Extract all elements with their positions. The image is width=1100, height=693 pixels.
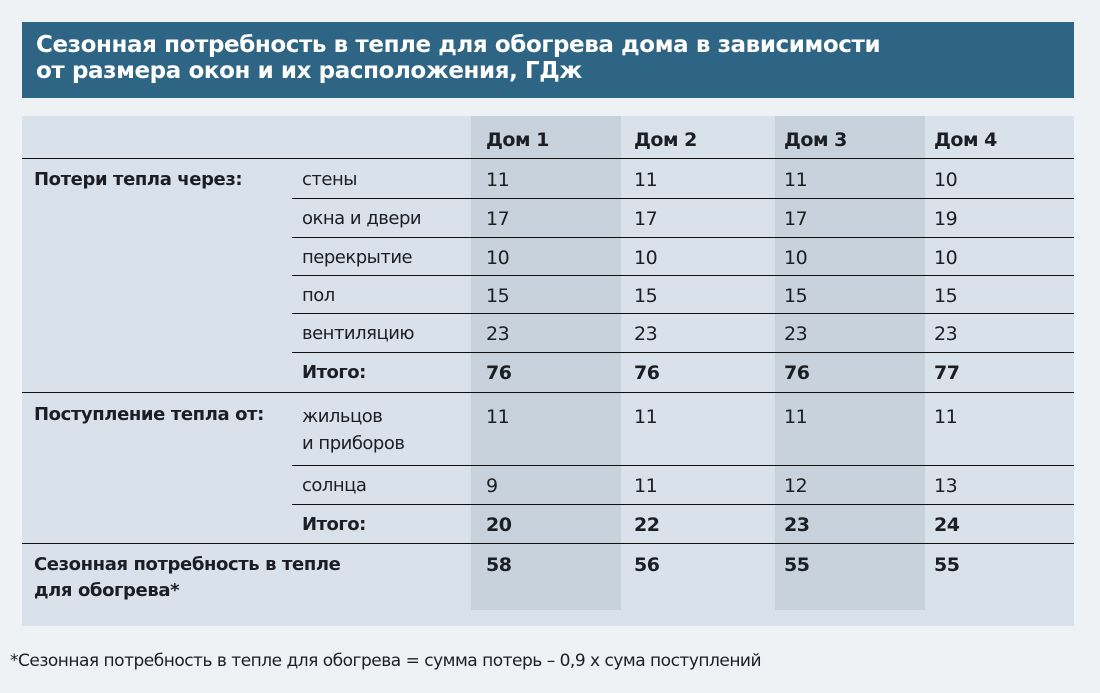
cell-value: 15	[934, 285, 958, 307]
total-value: 22	[634, 514, 660, 536]
row-label-ventilation: вентиляцию	[302, 323, 415, 344]
cell-value: 11	[634, 169, 658, 191]
cell-value: 11	[784, 406, 808, 428]
row-label-ceiling: перекрытие	[302, 247, 413, 268]
table-title-line-1: Сезонная потребность в тепле для обогрев…	[36, 32, 881, 58]
row-label-floor: пол	[302, 285, 335, 306]
heat-demand-table: Дом 1 Дом 2 Дом 3 Дом 4 Потери тепла чер…	[22, 116, 1074, 626]
gains-section-label: Поступление тепла от:	[34, 404, 264, 425]
cell-value: 11	[486, 169, 510, 191]
losses-total-label: Итого:	[302, 362, 366, 383]
cell-value: 15	[634, 285, 658, 307]
demand-value: 56	[634, 554, 660, 576]
row-label-sun: солнца	[302, 475, 367, 496]
table-title-line-2: от размера окон и их расположения, ГДж	[36, 58, 582, 84]
row-rule	[292, 504, 1074, 505]
cell-value: 10	[934, 169, 958, 191]
total-value: 76	[486, 362, 512, 384]
cell-value: 17	[486, 208, 510, 230]
cell-value: 10	[486, 247, 510, 269]
cell-value: 11	[934, 406, 958, 428]
cell-value: 10	[634, 247, 658, 269]
header-house-1: Дом 1	[486, 129, 549, 151]
cell-value: 23	[934, 323, 958, 345]
total-value: 23	[784, 514, 810, 536]
demand-label-line-2: для обогрева*	[34, 580, 180, 601]
header-house-3: Дом 3	[784, 129, 847, 151]
row-rule	[292, 275, 1074, 276]
cell-value: 10	[934, 247, 958, 269]
demand-value: 55	[934, 554, 960, 576]
demand-label-line-1: Сезонная потребность в тепле	[34, 554, 341, 575]
section-rule	[22, 392, 1074, 393]
cell-value: 13	[934, 475, 958, 497]
header-rule	[22, 158, 1074, 159]
cell-value: 11	[784, 169, 808, 191]
total-value: 76	[784, 362, 810, 384]
cell-value: 12	[784, 475, 808, 497]
cell-value: 23	[486, 323, 510, 345]
row-label-occupants-line-2: и приборов	[302, 433, 405, 454]
gains-total-label: Итого:	[302, 514, 366, 535]
row-rule	[292, 237, 1074, 238]
row-label-occupants-line-1: жильцов	[302, 406, 383, 427]
table-title-bar: Сезонная потребность в тепле для обогрев…	[22, 22, 1074, 98]
cell-value: 11	[634, 475, 658, 497]
header-house-4: Дом 4	[934, 129, 997, 151]
row-rule	[292, 198, 1074, 199]
demand-value: 55	[784, 554, 810, 576]
cell-value: 17	[634, 208, 658, 230]
total-value: 20	[486, 514, 512, 536]
row-rule	[292, 313, 1074, 314]
row-label-walls: стены	[302, 169, 357, 190]
cell-value: 11	[486, 406, 510, 428]
total-value: 77	[934, 362, 960, 384]
row-label-windows-doors: окна и двери	[302, 208, 422, 229]
cell-value: 10	[784, 247, 808, 269]
losses-section-label: Потери тепла через:	[34, 169, 243, 190]
cell-value: 11	[634, 406, 658, 428]
total-value: 24	[934, 514, 960, 536]
cell-value: 15	[784, 285, 808, 307]
cell-value: 23	[784, 323, 808, 345]
cell-value: 15	[486, 285, 510, 307]
cell-value: 19	[934, 208, 958, 230]
row-rule	[292, 352, 1074, 353]
cell-value: 23	[634, 323, 658, 345]
cell-value: 17	[784, 208, 808, 230]
section-rule	[22, 543, 1074, 544]
total-value: 76	[634, 362, 660, 384]
footnote: *Сезонная потребность в тепле для обогре…	[10, 651, 762, 671]
demand-value: 58	[486, 554, 512, 576]
cell-value: 9	[486, 475, 498, 497]
row-rule	[292, 465, 1074, 466]
header-house-2: Дом 2	[634, 129, 697, 151]
